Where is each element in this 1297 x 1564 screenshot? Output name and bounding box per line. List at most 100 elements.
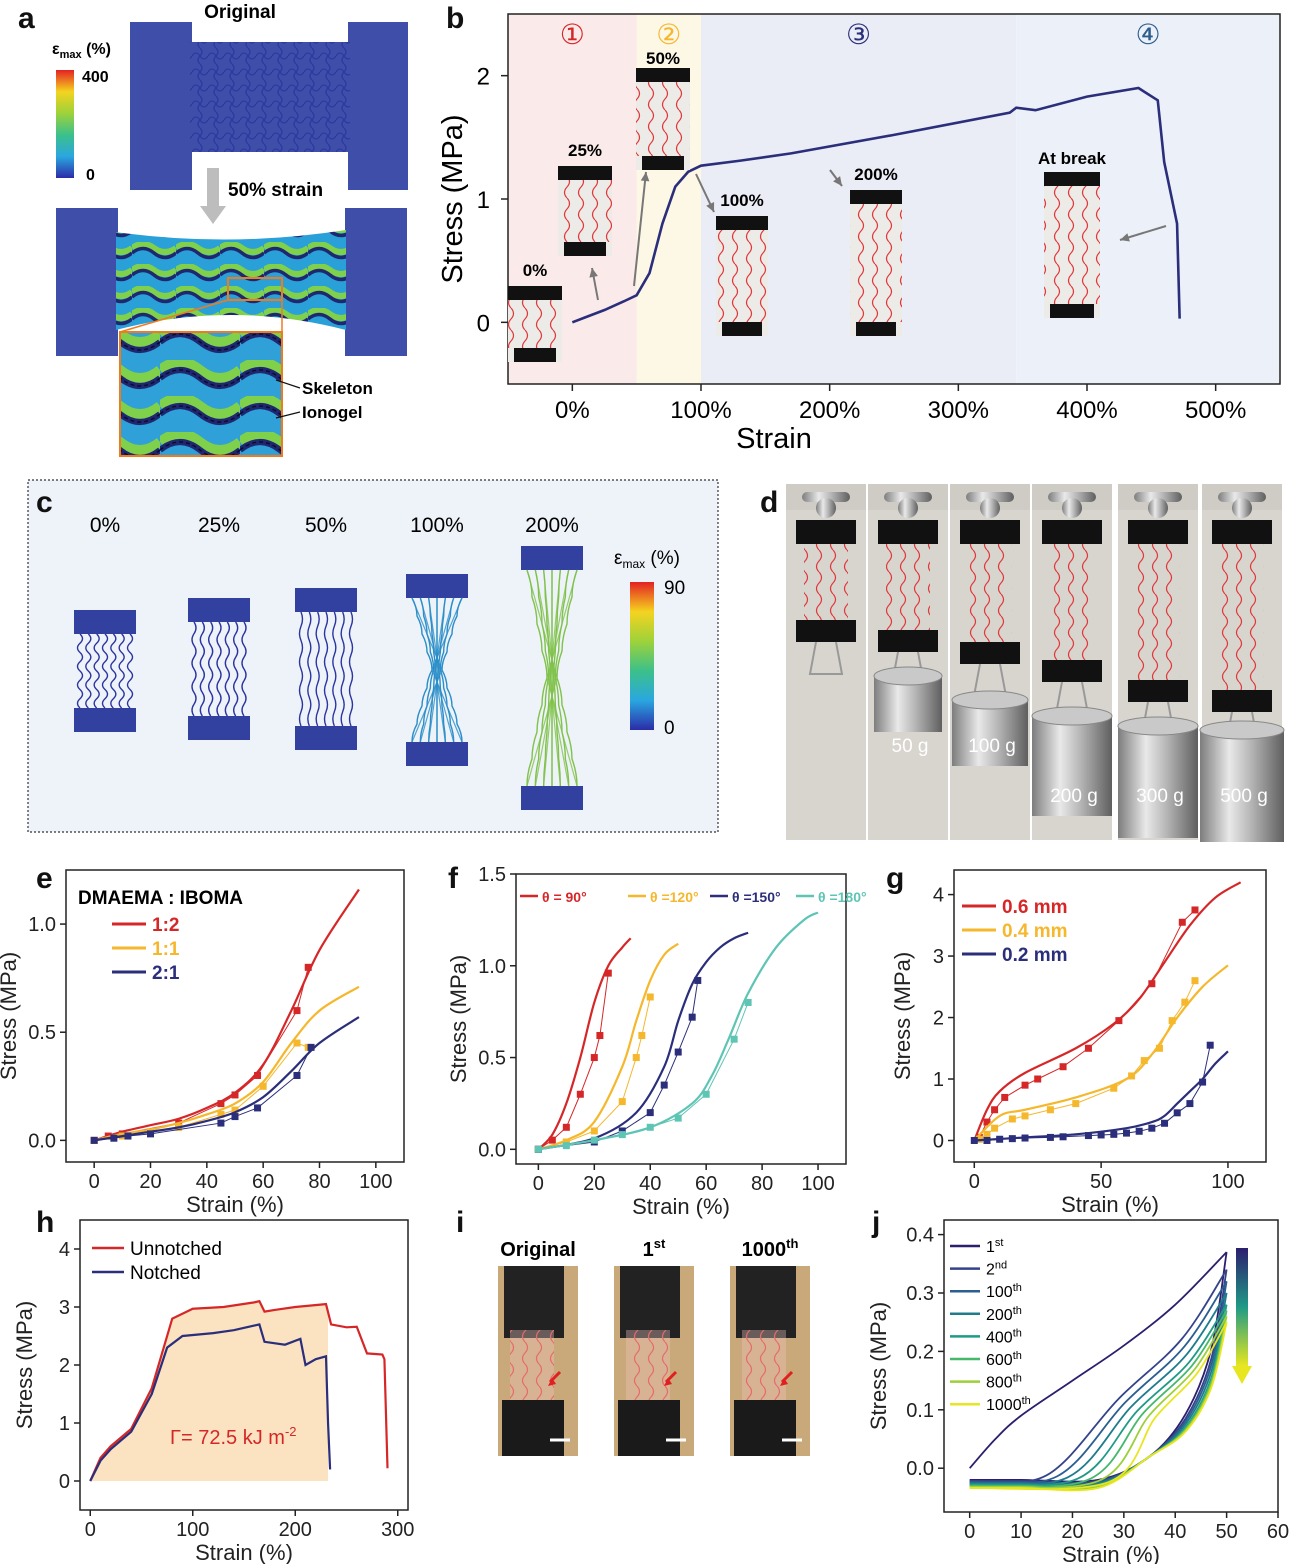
data-point [1191, 977, 1199, 985]
x-tick-label: 500% [1185, 397, 1246, 424]
binder-clip-bottom [1128, 680, 1188, 702]
inset-photo-0 [508, 286, 562, 362]
x-tick-label: 0 [969, 1171, 980, 1193]
inset-arrow-head [589, 268, 598, 278]
y-tick-label: 0.5 [28, 1022, 56, 1044]
data-point [231, 1106, 239, 1114]
fem-strand [216, 621, 222, 717]
series-data-line [94, 967, 309, 1141]
x-tick-label: 20 [583, 1173, 605, 1195]
y-tick-label: 1.0 [478, 956, 506, 978]
y-axis-label: Stress (MPa) [0, 952, 21, 1080]
data-point [983, 1118, 991, 1126]
fem-strand [307, 611, 312, 727]
weight-top [1117, 716, 1199, 736]
annotation-superscript: -2 [285, 1424, 297, 1439]
data-point [674, 1114, 682, 1122]
y-tick-label: 0 [933, 1130, 944, 1152]
y-tick-label: 1.5 [478, 864, 506, 886]
x-tick-label: 100 [359, 1171, 392, 1193]
tensile-fixture-bar [802, 492, 850, 502]
data-point [590, 1054, 598, 1062]
data-point [1021, 1081, 1029, 1089]
fem-strand [441, 597, 463, 743]
ionogel-label: Ionogel [302, 403, 362, 422]
legend-entry-sup: th [1013, 1373, 1022, 1385]
y-tick-label: 1 [59, 1413, 70, 1435]
sample-tint [626, 1330, 670, 1402]
legend-entry: θ =120° [650, 889, 699, 905]
tensile-fixture-bar [1218, 492, 1266, 502]
dogbone-stretched: Skeleton Ionogel [56, 208, 407, 457]
weight-photo-2: 100 g [950, 484, 1030, 840]
legend-entry: 1000th [986, 1395, 1031, 1414]
data-point [562, 1142, 570, 1150]
data-point [1008, 1115, 1016, 1123]
inset-arrow-head [1120, 233, 1130, 242]
data-point [590, 1127, 598, 1135]
legend-entry: Notched [130, 1263, 201, 1284]
panel-b-chart: b ① ② ③ ④ 0% 100% 200% 300% 400% 500% 0 1 2 Strain Str… [437, 2, 1281, 455]
fem-strand [110, 633, 117, 709]
fem-strand [199, 621, 206, 717]
sample-strip [968, 544, 1012, 642]
y-tick-label: 1.0 [28, 914, 56, 936]
data-point [646, 1109, 654, 1117]
x-tick-label: 400% [1056, 397, 1117, 424]
data-point [1148, 980, 1156, 988]
data-point [730, 1035, 738, 1043]
x-tick-label: 0 [85, 1519, 96, 1541]
inset-clamp-top [1044, 172, 1100, 186]
series-line-1:2 [93, 888, 360, 1142]
c-colorbar-gradient [630, 582, 654, 730]
scale-sub: max [60, 49, 83, 61]
y-axis-label: Stress (MPa) [12, 1301, 37, 1429]
weight-photo-5: 500 g [1199, 484, 1285, 842]
data-point [1155, 1044, 1163, 1052]
series-data-line [538, 996, 651, 1150]
data-point [1034, 1075, 1042, 1083]
panel-label-h: h [36, 1206, 54, 1239]
data-point [646, 993, 654, 1001]
c-scale-epsilon: ε [614, 548, 623, 569]
data-point [1046, 1133, 1054, 1141]
y-tick-label: 0.1 [906, 1400, 934, 1422]
plot-frame [943, 1219, 1279, 1513]
inset-sample [558, 178, 612, 242]
sample-strip [1050, 544, 1094, 660]
inset-label: At break [1038, 149, 1107, 168]
stress-strain-curve [571, 86, 1181, 324]
data-point [632, 1054, 640, 1062]
y-tick-label: 0.0 [906, 1458, 934, 1480]
data-point [217, 1119, 225, 1127]
panel-a-original-title: Original [204, 2, 276, 23]
strain-arrow-head [200, 206, 226, 224]
x-tick-label: 50 [1215, 1521, 1237, 1543]
fatigue-photo-1: 1st [614, 1236, 694, 1456]
legend-entry: Unnotched [130, 1239, 222, 1260]
panel-d: d 50 g 100 g 200 g 300 g 500 g [760, 484, 1285, 842]
inset-photo-2 [636, 68, 690, 170]
binder-clip-top [1128, 520, 1188, 544]
fem-grip-top [521, 546, 583, 570]
legend-entry-sup: th [1013, 1350, 1022, 1362]
x-tick-label: 30 [1113, 1521, 1135, 1543]
cycle-loading-curve [969, 1251, 1228, 1469]
data-point [576, 1090, 584, 1098]
data-point [147, 1130, 154, 1138]
weight-top [1199, 720, 1285, 740]
data-point [660, 1081, 668, 1089]
inset-clamp-top [558, 166, 612, 180]
data-point [1135, 1127, 1143, 1135]
data-point [254, 1071, 262, 1079]
x-tick-label: 50 [1090, 1171, 1112, 1193]
x-tick-label: 40 [639, 1173, 661, 1195]
weight-body [1118, 726, 1198, 838]
binder-clip-bottom [796, 620, 856, 642]
fem-strand [439, 597, 455, 743]
panel-f-chart: f 0 20 40 60 80 100 0.0 0.5 1.0 1.5 Strain (%) Stre… [446, 862, 867, 1219]
y-tick-label: 4 [933, 885, 944, 907]
step-label: 25% [198, 514, 240, 537]
data-point [1122, 1129, 1130, 1137]
upper-grip [504, 1266, 564, 1338]
